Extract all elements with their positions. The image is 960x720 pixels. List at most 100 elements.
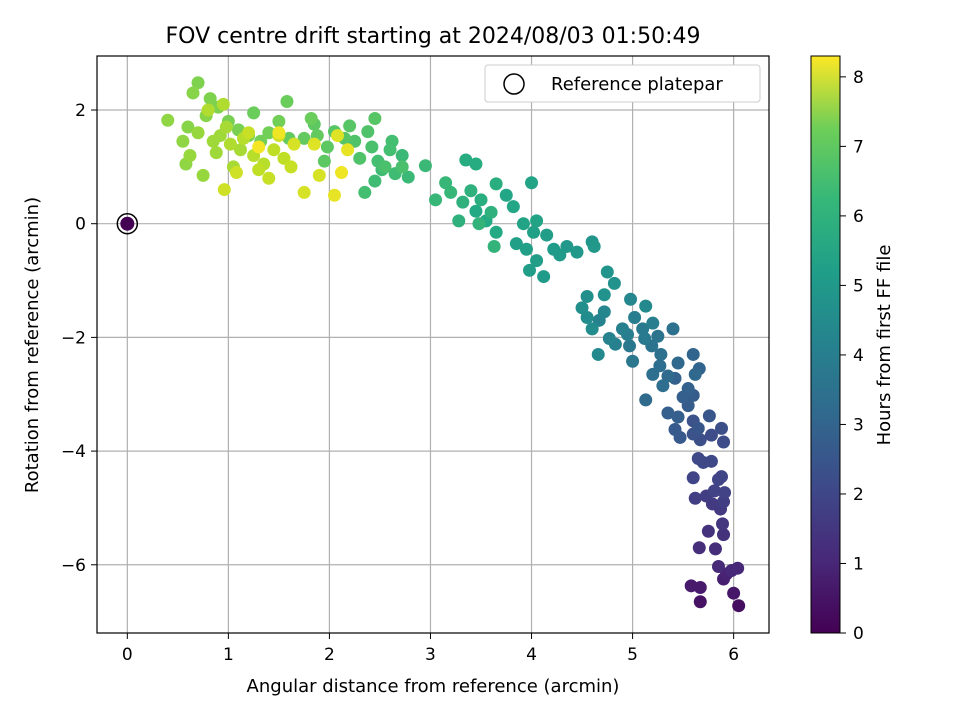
data-point <box>639 299 653 313</box>
data-point <box>203 92 217 106</box>
y-tick-label: −2 <box>61 328 86 348</box>
data-point <box>499 188 513 202</box>
data-point <box>183 148 197 162</box>
data-point <box>304 112 318 126</box>
axis-ticks: 0 1 2 3 4 5 6 −6 −4 −2 0 2 <box>61 101 739 665</box>
data-point <box>223 137 237 151</box>
reference-point-ring <box>116 212 139 235</box>
data-point <box>666 322 680 336</box>
data-point <box>681 382 695 396</box>
x-tick-label: 0 <box>122 645 133 665</box>
colorbar-gradient <box>810 55 841 634</box>
x-tick-label: 2 <box>324 645 335 665</box>
data-point <box>429 193 443 207</box>
data-point <box>668 422 682 436</box>
data-point <box>693 581 707 595</box>
data-point <box>624 292 638 306</box>
data-point <box>628 310 642 324</box>
data-point <box>638 332 652 346</box>
data-point <box>702 409 716 423</box>
data-point <box>343 119 357 133</box>
scatter-points <box>116 76 746 613</box>
data-point <box>378 160 392 174</box>
data-point <box>570 245 584 259</box>
data-point <box>597 305 611 319</box>
data-point <box>691 451 705 465</box>
data-point <box>686 471 700 485</box>
data-point <box>688 367 702 381</box>
data-point <box>361 125 375 139</box>
data-point <box>718 486 732 500</box>
data-point <box>284 160 298 174</box>
data-point <box>530 214 544 228</box>
colorbar-tick-label: 6 <box>853 207 864 227</box>
data-point <box>693 595 707 609</box>
y-axis-label: Rotation from reference (arcmin) <box>22 197 43 493</box>
colorbar-label: Hours from first FF file <box>874 245 895 446</box>
colorbar-tick-label: 8 <box>853 68 864 88</box>
data-point <box>358 185 372 199</box>
data-point <box>717 528 731 542</box>
data-point <box>701 524 715 538</box>
data-point <box>320 140 334 154</box>
data-point <box>715 421 729 435</box>
data-point <box>547 242 561 256</box>
colorbar-tick-label: 7 <box>853 137 864 157</box>
data-point <box>161 113 175 127</box>
grid-lines <box>97 56 769 633</box>
data-point <box>530 254 544 268</box>
plot-frame <box>96 55 770 634</box>
data-point <box>732 599 746 613</box>
data-point <box>297 185 311 199</box>
data-point <box>439 176 453 190</box>
data-point <box>459 153 473 167</box>
data-point <box>626 354 640 368</box>
y-tick-label: −6 <box>61 556 86 576</box>
data-point <box>692 541 706 555</box>
x-tick-label: 3 <box>425 645 436 665</box>
data-point <box>615 322 629 336</box>
data-point <box>686 347 700 361</box>
data-point <box>711 559 725 573</box>
x-tick-label: 5 <box>627 645 638 665</box>
colorbar-ticks: 0 1 2 3 4 5 6 7 8 <box>840 68 864 644</box>
data-point <box>653 359 667 373</box>
data-point <box>335 166 349 180</box>
data-point <box>519 242 533 256</box>
data-point <box>646 367 660 381</box>
data-point <box>474 193 488 207</box>
y-tick-label: −4 <box>61 442 86 462</box>
reference-point <box>120 216 135 231</box>
data-point <box>365 140 379 154</box>
data-point <box>216 97 230 111</box>
data-point <box>716 517 730 531</box>
data-point <box>272 126 286 140</box>
data-point <box>636 322 650 336</box>
data-point <box>587 239 601 253</box>
data-point <box>560 239 574 253</box>
data-point <box>489 177 503 191</box>
data-point <box>489 225 503 239</box>
data-point <box>341 143 355 157</box>
colorbar-tick-label: 0 <box>853 624 864 644</box>
data-point <box>691 421 705 435</box>
data-point <box>688 491 702 505</box>
data-point <box>368 112 382 126</box>
data-point <box>252 140 266 154</box>
data-point <box>247 106 261 120</box>
data-point <box>651 329 665 343</box>
data-point <box>229 166 243 180</box>
data-point <box>661 369 675 383</box>
data-point <box>262 126 276 140</box>
data-point <box>191 76 205 90</box>
data-point <box>395 148 409 162</box>
data-point <box>727 586 741 600</box>
data-point <box>348 134 362 148</box>
data-point <box>671 410 685 424</box>
colorbar-tick-label: 1 <box>853 554 864 574</box>
data-point <box>464 184 478 198</box>
chart-title: FOV centre drift starting at 2024/08/03 … <box>166 24 701 49</box>
data-point <box>715 470 729 484</box>
data-point <box>602 332 616 346</box>
data-point <box>525 176 539 190</box>
